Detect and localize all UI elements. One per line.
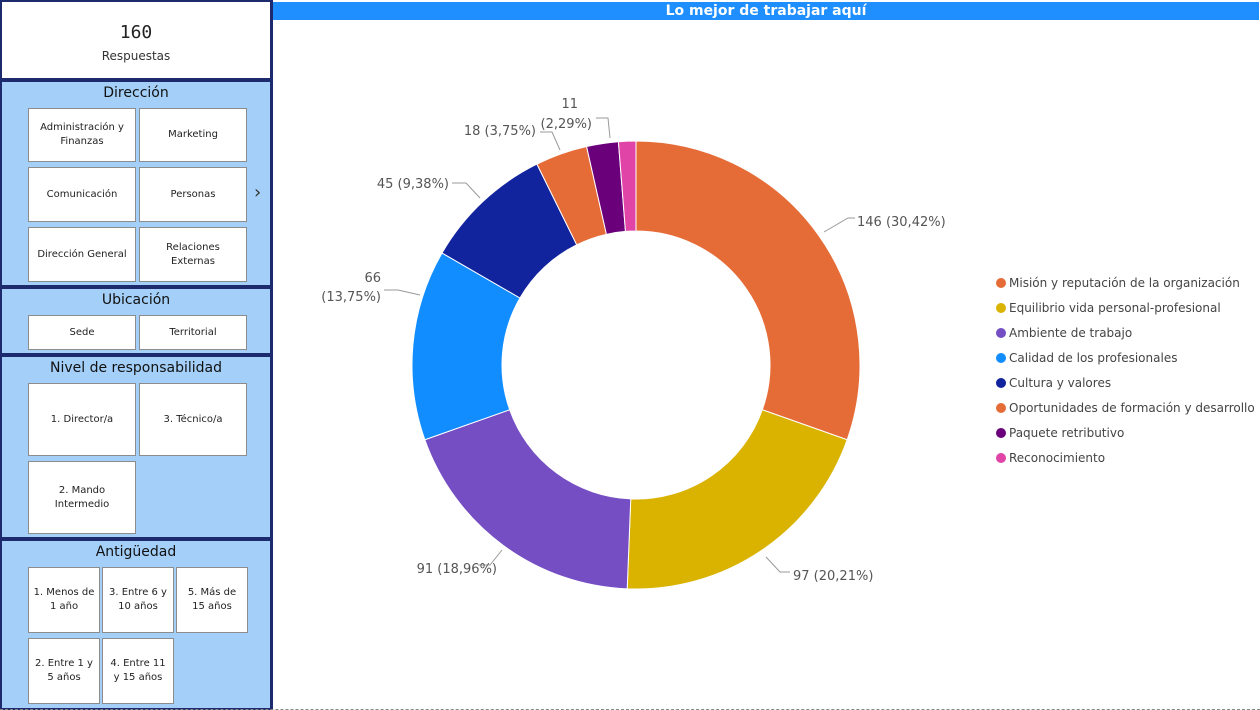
filter-tile[interactable]: 3. Entre 6 y 10 años [102, 567, 174, 633]
legend-item[interactable]: Equilibrio vida personal-profesional [996, 295, 1255, 320]
legend-marker [996, 277, 1006, 288]
filter-tile[interactable]: 4. Entre 11 y 15 años [102, 638, 174, 704]
legend-marker [996, 377, 1006, 388]
filter-tile[interactable]: Administración y Finanzas [28, 108, 136, 162]
legend-marker [996, 427, 1006, 438]
legend-label: Misión y reputación de la organización [1009, 275, 1240, 290]
filter-tile[interactable]: Sede [28, 315, 136, 350]
filter-tile[interactable]: Marketing [139, 108, 247, 162]
legend-marker [996, 302, 1006, 313]
legend-item[interactable]: Calidad de los profesionales [996, 345, 1255, 370]
slicer-title: Ubicación [101, 292, 171, 308]
legend-label: Oportunidades de formación y desarrollo [1009, 400, 1255, 415]
legend-item[interactable]: Cultura y valores [996, 370, 1255, 395]
legend-item[interactable]: Reconocimiento [996, 445, 1255, 470]
legend-marker [996, 402, 1006, 413]
legend-item[interactable]: Paquete retributivo [996, 420, 1255, 445]
legend-label: Cultura y valores [1009, 375, 1112, 390]
filter-tile[interactable]: Relaciones Externas [139, 227, 247, 282]
chevron-right-icon[interactable]: › [254, 182, 262, 203]
filter-tile[interactable]: Comunicación [28, 167, 136, 222]
legend-label: Reconocimiento [1009, 450, 1106, 465]
filter-tile[interactable]: Territorial [139, 315, 247, 350]
legend-label: Ambiente de trabajo [1009, 325, 1133, 340]
filter-tile[interactable]: 2. Mando Intermedio [28, 461, 136, 534]
filter-tile[interactable]: Dirección General [28, 227, 136, 282]
slicer-nivel: Nivel de responsabilidad 1. Director/a 3… [0, 355, 272, 539]
legend-marker [996, 452, 1006, 463]
filter-tile[interactable]: 2. Entre 1 y 5 años [28, 638, 100, 704]
legend-label: Calidad de los profesionales [1009, 350, 1178, 365]
kpi-value: 160 [119, 22, 153, 43]
slicer-direccion: Dirección Administración y Finanzas Mark… [0, 80, 272, 287]
kpi-label: Respuestas [101, 49, 171, 63]
slicer-title: Antigüedad [95, 544, 177, 560]
legend-item[interactable]: Ambiente de trabajo [996, 320, 1255, 345]
legend-label: Equilibrio vida personal-profesional [1009, 300, 1221, 315]
filter-tile[interactable]: 3. Técnico/a [139, 383, 247, 456]
kpi-card: 160 Respuestas [0, 0, 272, 80]
legend-label: Paquete retributivo [1009, 425, 1125, 440]
slicer-title: Nivel de responsabilidad [49, 360, 222, 376]
slicer-title: Dirección [103, 85, 169, 101]
filter-tile[interactable]: 1. Director/a [28, 383, 136, 456]
filter-tile[interactable]: Personas [139, 167, 247, 222]
filter-tile[interactable]: 5. Más de 15 años [176, 567, 248, 633]
filter-tile[interactable]: 1. Menos de 1 año [28, 567, 100, 633]
legend-item[interactable]: Misión y reputación de la organización [996, 270, 1255, 295]
chart-legend: Misión y reputación de la organización Eq… [996, 270, 1255, 470]
slicer-antiguedad: Antigüedad 1. Menos de 1 año 3. Entre 6 … [0, 539, 272, 710]
chart-title: Lo mejor de trabajar aquí [273, 2, 1259, 20]
legend-marker [996, 327, 1006, 338]
slicer-ubicacion: Ubicación Sede Territorial [0, 287, 272, 355]
legend-item[interactable]: Oportunidades de formación y desarrollo [996, 395, 1255, 420]
legend-marker [996, 352, 1006, 363]
